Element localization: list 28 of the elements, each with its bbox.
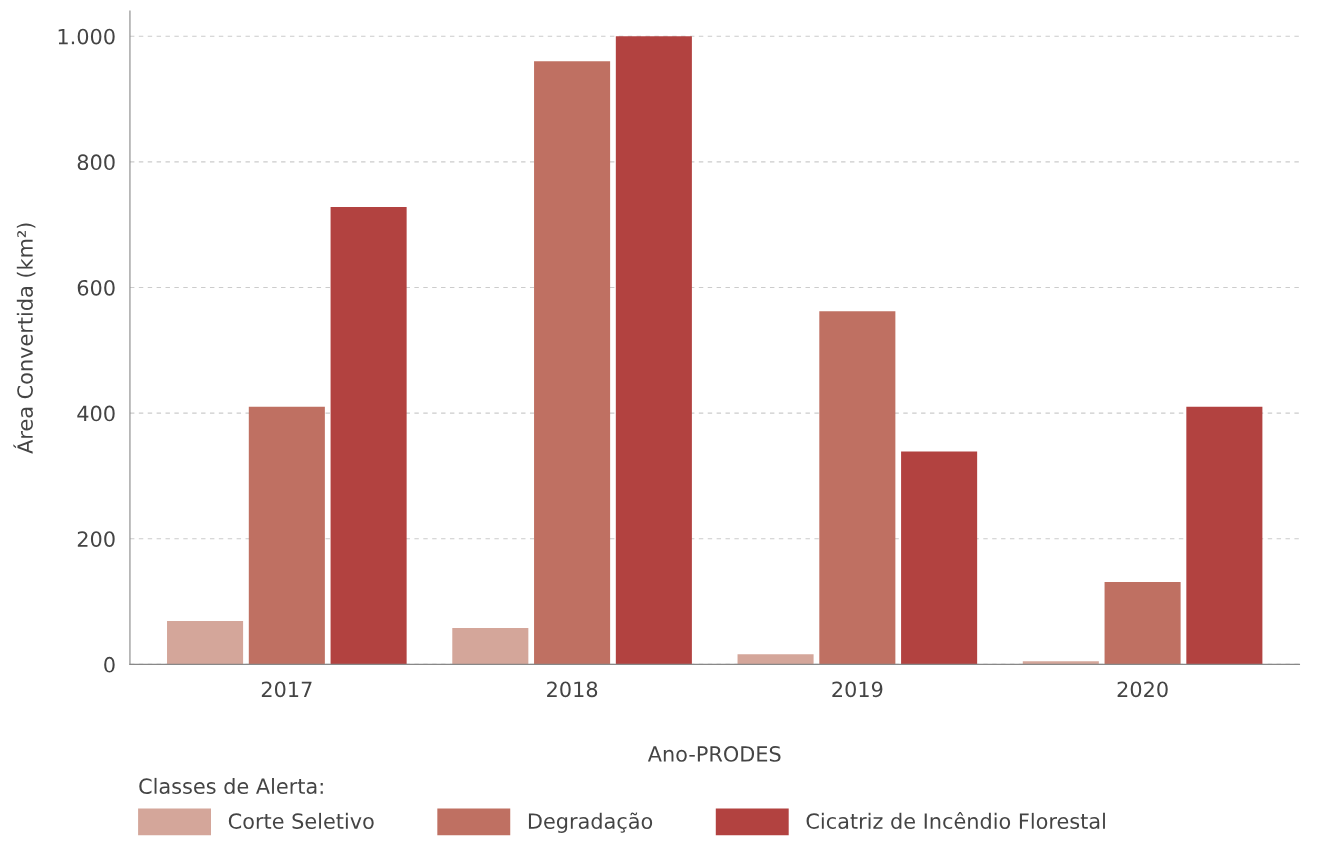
x-tick-label: 2017	[261, 681, 312, 698]
bar	[452, 627, 529, 665]
bar	[1022, 661, 1099, 665]
bar	[1186, 406, 1263, 665]
bar	[330, 207, 407, 665]
y-tick-label: 1.000	[58, 28, 115, 45]
bar	[1104, 582, 1181, 665]
bar	[248, 406, 325, 665]
bar	[167, 621, 244, 665]
y-tick-label: 600	[77, 279, 115, 296]
bar	[534, 61, 611, 665]
y-axis-title: Área Convertida (km²)	[13, 223, 36, 454]
y-tick-label: 0	[104, 656, 115, 673]
bar	[819, 311, 896, 665]
legend-label: Cicatriz de Incêndio Florestal	[806, 812, 1105, 829]
x-tick-label: 2020	[1117, 681, 1168, 698]
y-tick-label: 200	[77, 531, 115, 547]
x-axis-title: Ano-PRODES	[647, 746, 781, 762]
bar	[737, 654, 814, 665]
bar	[901, 451, 978, 665]
bar	[615, 36, 692, 665]
y-tick-label: 800	[77, 154, 115, 171]
x-tick-label: 2019	[832, 681, 883, 698]
x-tick-label: 2018	[547, 681, 598, 698]
legend-label: Degradação	[528, 812, 653, 834]
legend-title: Classes de Alerta:	[139, 777, 323, 795]
y-tick-label: 400	[77, 405, 115, 422]
legend-label: Corte Seletivo	[228, 812, 374, 829]
